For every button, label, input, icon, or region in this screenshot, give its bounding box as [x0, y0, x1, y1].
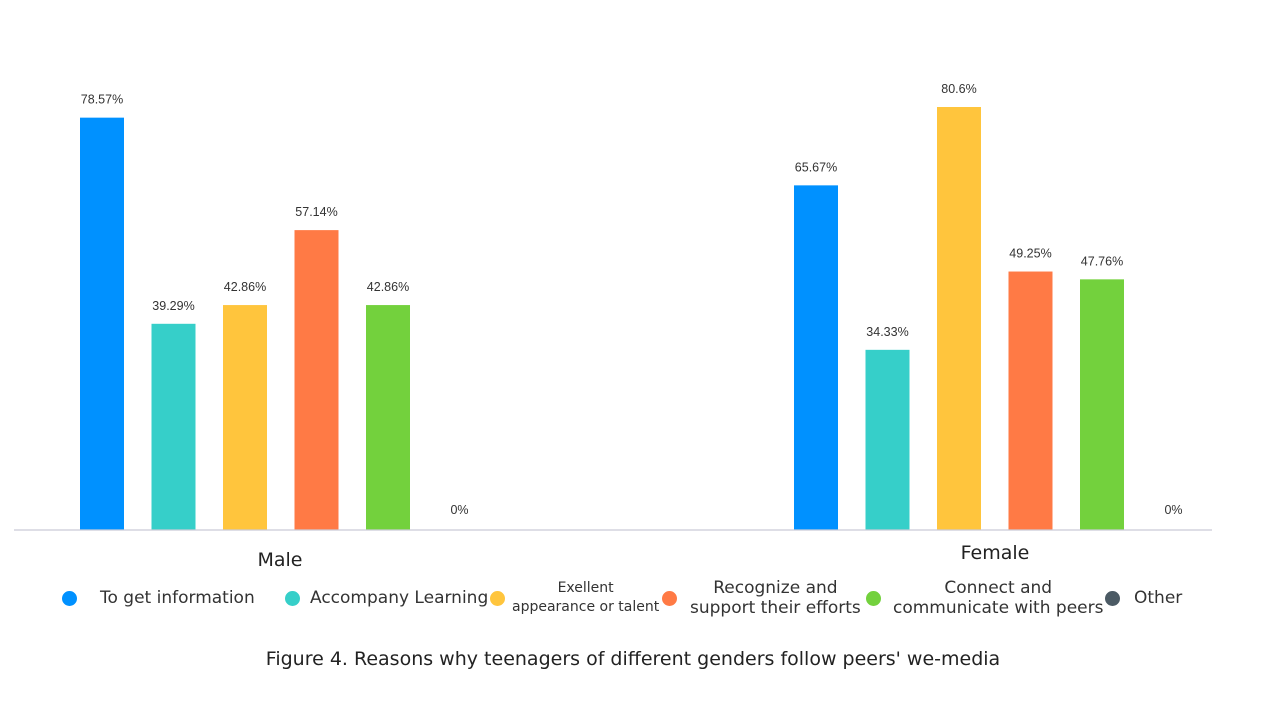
category-label-female: Female — [961, 542, 1030, 564]
data-label-male-4: 42.86% — [367, 280, 409, 294]
data-label-female-4: 47.76% — [1081, 254, 1123, 268]
bar-female-1 — [865, 349, 910, 530]
data-label-female-0: 65.67% — [795, 160, 837, 174]
legend-item-4: Connect and communicate with peers — [866, 570, 1103, 626]
bar-male-4 — [366, 305, 410, 530]
legend-item-5: Other — [1105, 570, 1182, 626]
bar-male-1 — [151, 323, 196, 530]
data-label-male-3: 57.14% — [295, 205, 337, 219]
bar-male-2 — [223, 305, 267, 530]
data-label-female-2: 80.6% — [941, 82, 976, 96]
data-label-female-5: 0% — [1164, 503, 1182, 517]
legend-label: Connect and communicate with peers — [893, 578, 1104, 618]
legend-marker-icon — [62, 590, 77, 606]
data-label-male-2: 42.86% — [224, 280, 266, 294]
legend-label: Accompany Learning — [310, 588, 489, 608]
legend-label: Exellent appearance or talent — [512, 580, 660, 615]
legend-marker-icon — [866, 590, 881, 606]
legend-marker-icon — [1105, 590, 1120, 606]
bar-female-3 — [1008, 271, 1053, 530]
legend-label: To get information — [100, 588, 255, 608]
bar-male-3 — [294, 230, 339, 530]
legend-label: Other — [1134, 588, 1183, 608]
legend-item-1: Accompany Learning — [285, 570, 488, 626]
bar-male-0 — [80, 117, 124, 531]
legend-item-0: To get information — [62, 570, 255, 626]
data-label-male-1: 39.29% — [152, 299, 194, 313]
figure-caption: Figure 4. Reasons why teenagers of diffe… — [265, 648, 1001, 670]
data-label-male-5: 0% — [450, 503, 468, 517]
legend-item-3: Recognize and support their efforts — [662, 570, 861, 626]
legend-marker-icon — [490, 590, 505, 606]
data-label-male-0: 78.57% — [81, 93, 123, 107]
bar-female-2 — [937, 107, 981, 530]
legend-label: Recognize and support their efforts — [690, 578, 861, 618]
category-label-male: Male — [257, 549, 302, 571]
data-label-female-3: 49.25% — [1009, 247, 1051, 261]
legend: To get information Accompany Learning Exel… — [0, 570, 1266, 630]
data-label-female-1: 34.33% — [866, 325, 908, 339]
legend-marker-icon — [662, 590, 677, 606]
legend-item-2: Exellent appearance or talent — [490, 570, 659, 626]
bar-female-0 — [794, 185, 838, 530]
legend-marker-icon — [285, 590, 300, 606]
bar-female-4 — [1080, 279, 1124, 530]
